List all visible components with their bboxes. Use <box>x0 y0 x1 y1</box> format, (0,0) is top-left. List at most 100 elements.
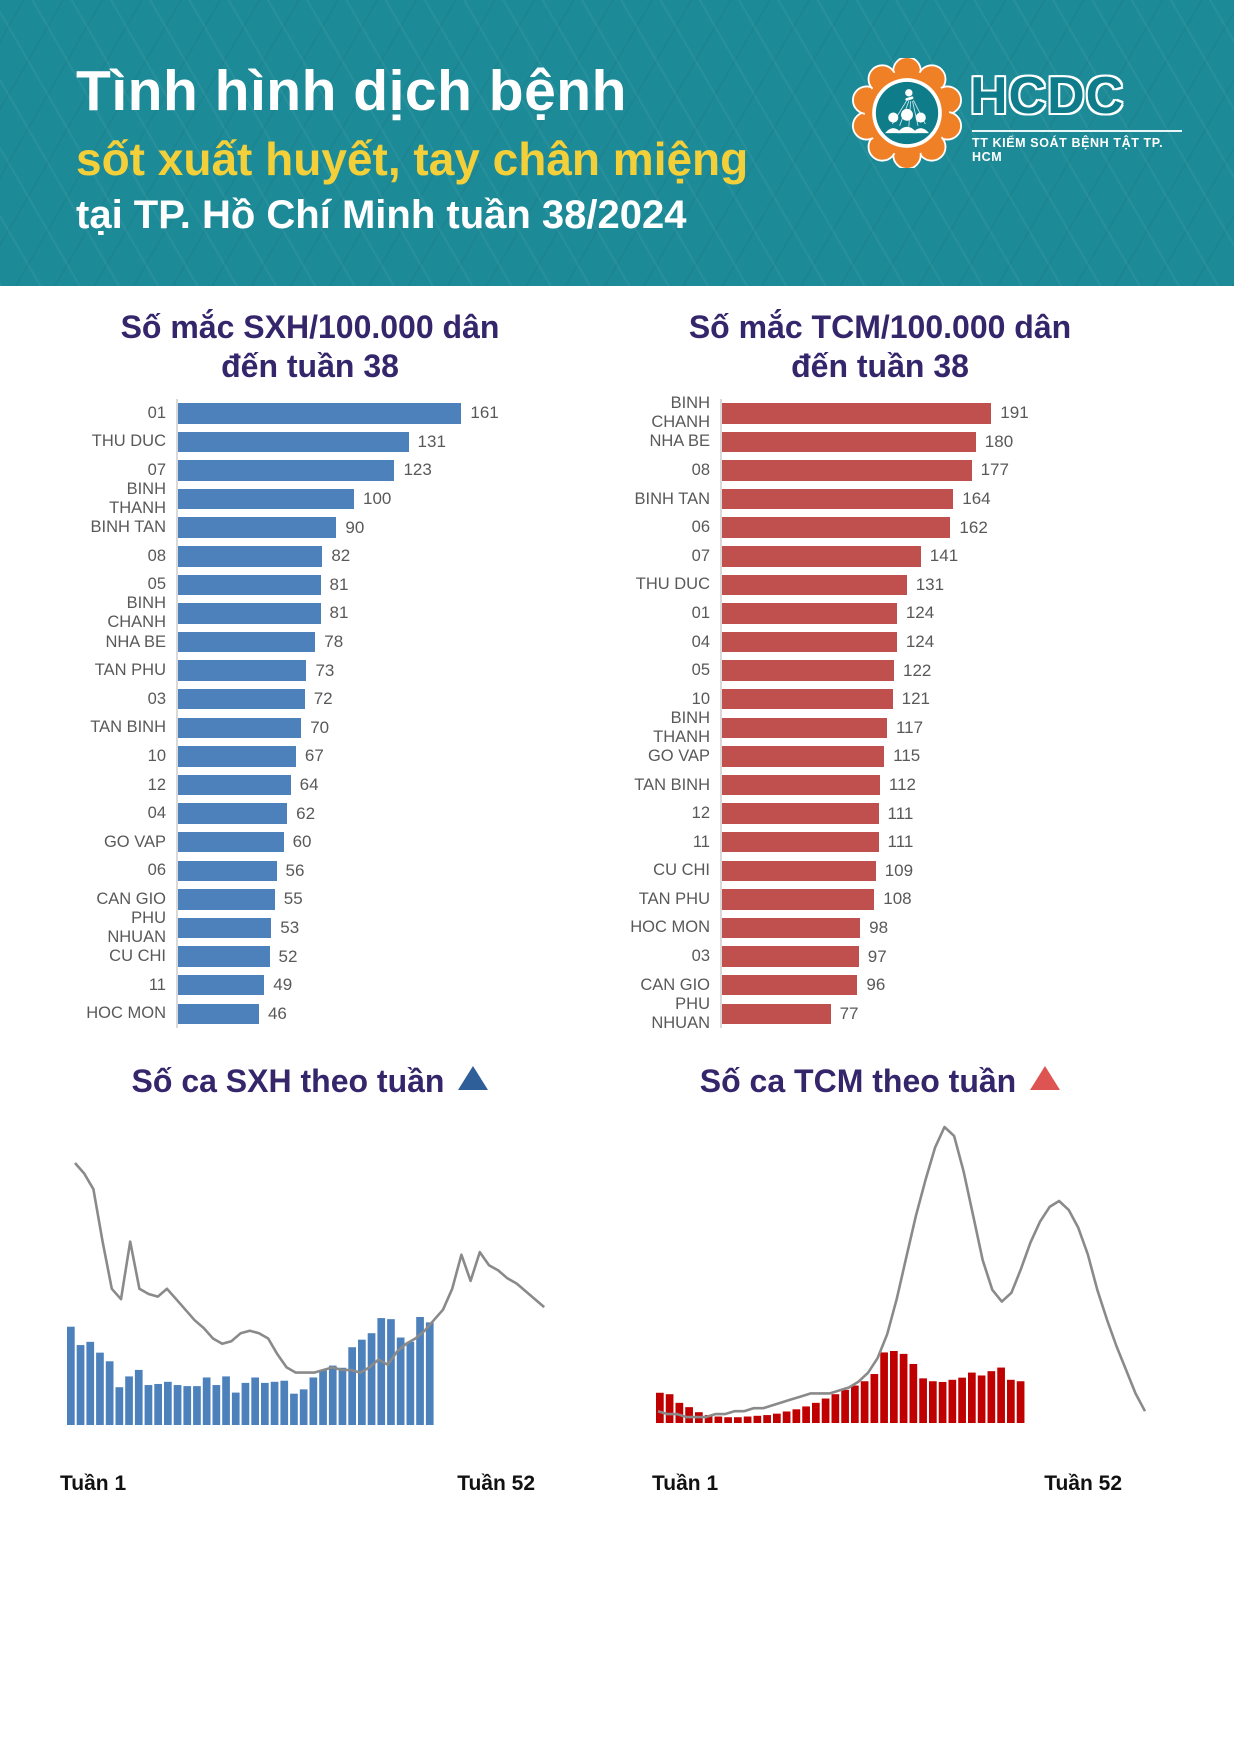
bar-track: 56 <box>176 856 564 886</box>
category-label: 05 <box>147 575 166 594</box>
bar <box>178 803 288 824</box>
weekly-bar <box>968 1372 976 1423</box>
bar-row: BINH TAN 90 <box>78 513 564 542</box>
weekly-bar <box>425 1322 434 1425</box>
category-label: NHA BE <box>649 432 710 451</box>
weekly-bar <box>319 1369 327 1425</box>
weekly-bar <box>831 1394 840 1423</box>
bar-track: 177 <box>720 456 1142 485</box>
bar-row: 01 161 <box>78 399 564 428</box>
weekly-bar <box>222 1376 230 1425</box>
weekly-bar <box>890 1351 898 1423</box>
tcm-weekly-chart-title: Số ca TCM theo tuần <box>620 1062 1140 1101</box>
bar <box>178 774 291 796</box>
sxh-weekly-chart-title: Số ca SXH theo tuần <box>70 1062 550 1101</box>
bar-row: 10 121 <box>622 684 1142 714</box>
value-label: 131 <box>915 574 945 594</box>
bar-track: 131 <box>720 570 1142 600</box>
bar-row: BINH TAN 164 <box>622 484 1142 514</box>
tcm-rate-chart-title: Số mắc TCM/100.000 dân đến tuần 38 <box>620 308 1140 386</box>
weekly-bar <box>685 1407 693 1423</box>
value-label: 81 <box>329 574 349 594</box>
value-label: 70 <box>310 717 330 737</box>
weekly-bar <box>841 1389 849 1423</box>
category-label: CAN GIO <box>640 975 710 994</box>
bar <box>722 488 954 510</box>
bar-row: 03 72 <box>78 684 564 714</box>
category-label: TAN PHU <box>94 661 166 680</box>
weekly-bar <box>377 1318 386 1425</box>
category-label: 10 <box>691 689 710 708</box>
weekly-bar <box>358 1339 366 1425</box>
up-triangle-icon <box>458 1066 489 1090</box>
bar <box>722 603 897 624</box>
category-label: 03 <box>147 689 166 708</box>
weekly-bar <box>387 1319 395 1425</box>
weekly-bar <box>154 1383 162 1425</box>
weekly-bar <box>909 1363 918 1423</box>
bar-row: 10 67 <box>78 742 564 771</box>
sxh-rate-chart-title: Số mắc SXH/100.000 dân đến tuần 38 <box>70 308 550 386</box>
bar <box>722 660 895 681</box>
weekly-bar <box>919 1378 927 1423</box>
bar <box>722 688 893 710</box>
category-label: HOC MON <box>86 1004 166 1023</box>
value-label: 67 <box>304 746 324 766</box>
weekly-bar <box>270 1381 279 1425</box>
weekly-bar <box>656 1392 664 1423</box>
value-label: 64 <box>299 775 319 795</box>
bar-track: 111 <box>720 827 1142 857</box>
bar-track: 73 <box>176 656 564 685</box>
category-label: BINH TAN <box>90 518 166 537</box>
bar <box>722 803 879 824</box>
weekly-bar <box>792 1409 801 1423</box>
bar-row: 06 56 <box>78 856 564 886</box>
value-label: 122 <box>903 660 932 680</box>
weekly-bar <box>997 1367 1005 1423</box>
weekly-bar <box>938 1381 947 1423</box>
weekly-bar <box>782 1411 791 1423</box>
weekly-bar <box>812 1402 820 1423</box>
bar-track: 117 <box>720 713 1142 743</box>
bar <box>722 460 972 481</box>
tcm-weekly-axis-labels: Tuần 1 Tuần 52 <box>652 1472 1122 1496</box>
value-label: 97 <box>867 946 887 966</box>
bar-row: 04 62 <box>78 799 564 828</box>
category-label: 04 <box>147 804 166 823</box>
sxh-weekly-title-text: Số ca SXH theo tuần <box>131 1063 445 1099</box>
weekly-bar <box>76 1345 85 1425</box>
category-label: TAN PHU <box>638 889 710 908</box>
bar-track: 109 <box>720 856 1142 886</box>
value-label: 81 <box>329 603 349 623</box>
value-label: 60 <box>292 832 312 852</box>
weekly-bar <box>724 1417 732 1423</box>
category-label: CU CHI <box>653 861 710 880</box>
category-label: 11 <box>148 975 166 994</box>
trend-line <box>657 1125 1147 1419</box>
weekly-bar <box>396 1337 405 1425</box>
bar-track: 67 <box>176 742 564 771</box>
bar-track: 52 <box>176 942 564 971</box>
weekly-bar <box>67 1326 75 1425</box>
value-label: 98 <box>869 917 889 937</box>
bar-track: 64 <box>176 770 564 800</box>
bar-track: 108 <box>720 885 1142 914</box>
bar <box>178 403 462 424</box>
bar-row: 11 49 <box>78 970 564 1000</box>
bar-track: 96 <box>720 970 1142 1000</box>
bar-track: 131 <box>176 427 564 457</box>
category-label: CU CHI <box>109 947 166 966</box>
value-label: 56 <box>285 860 305 880</box>
bar-track: 123 <box>176 456 564 485</box>
weekly-bar <box>338 1367 347 1425</box>
value-label: 123 <box>403 460 432 480</box>
value-label: 131 <box>417 431 446 451</box>
weekly-bar <box>134 1369 143 1425</box>
bar-track: 164 <box>720 484 1142 514</box>
people-group-icon <box>885 89 929 134</box>
bar-track: 46 <box>176 999 564 1029</box>
page-subtitle-diseases: sốt xuất huyết, tay chân miệng <box>76 133 749 185</box>
hcdc-wordmark: HCDC <box>970 67 1125 125</box>
bar-row: TAN PHU 108 <box>622 885 1142 914</box>
page-title: Tình hình dịch bệnh <box>76 59 627 123</box>
